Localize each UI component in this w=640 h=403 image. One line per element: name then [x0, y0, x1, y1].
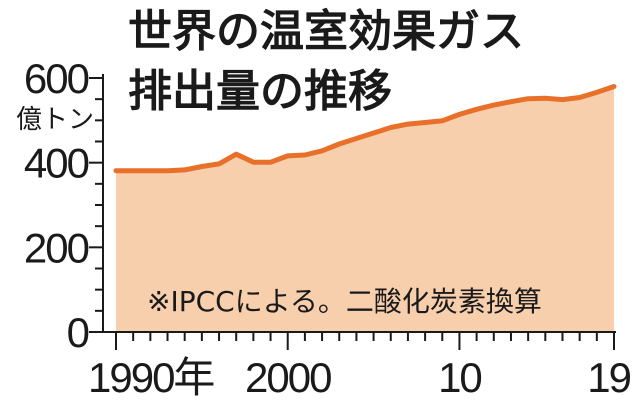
y-tick-label-400: 400: [24, 140, 89, 187]
y-tick-label-0: 0: [67, 309, 89, 356]
area-fill: [116, 86, 614, 332]
series-line: [113, 84, 617, 174]
y-tick-label-200: 200: [24, 224, 89, 271]
x-tick-label-2010: 10: [438, 354, 481, 401]
x-tick-label-1990: 1990年: [88, 354, 214, 401]
x-tick-label-2000: 2000: [245, 354, 331, 401]
plot-area: 0 200 400 600 1990年 2000 10 19: [24, 55, 633, 401]
y-axis-unit-label: 億トン: [16, 105, 94, 135]
x-tick-label-2019: 19: [587, 354, 630, 401]
source-note: ※IPCCによる。二酸化炭素換算: [147, 285, 542, 318]
chart-title-line2: 排出量の推移: [128, 66, 392, 117]
y-tick-label-600: 600: [24, 55, 89, 102]
chart-title-line1: 世界の温室効果ガス: [128, 6, 524, 57]
